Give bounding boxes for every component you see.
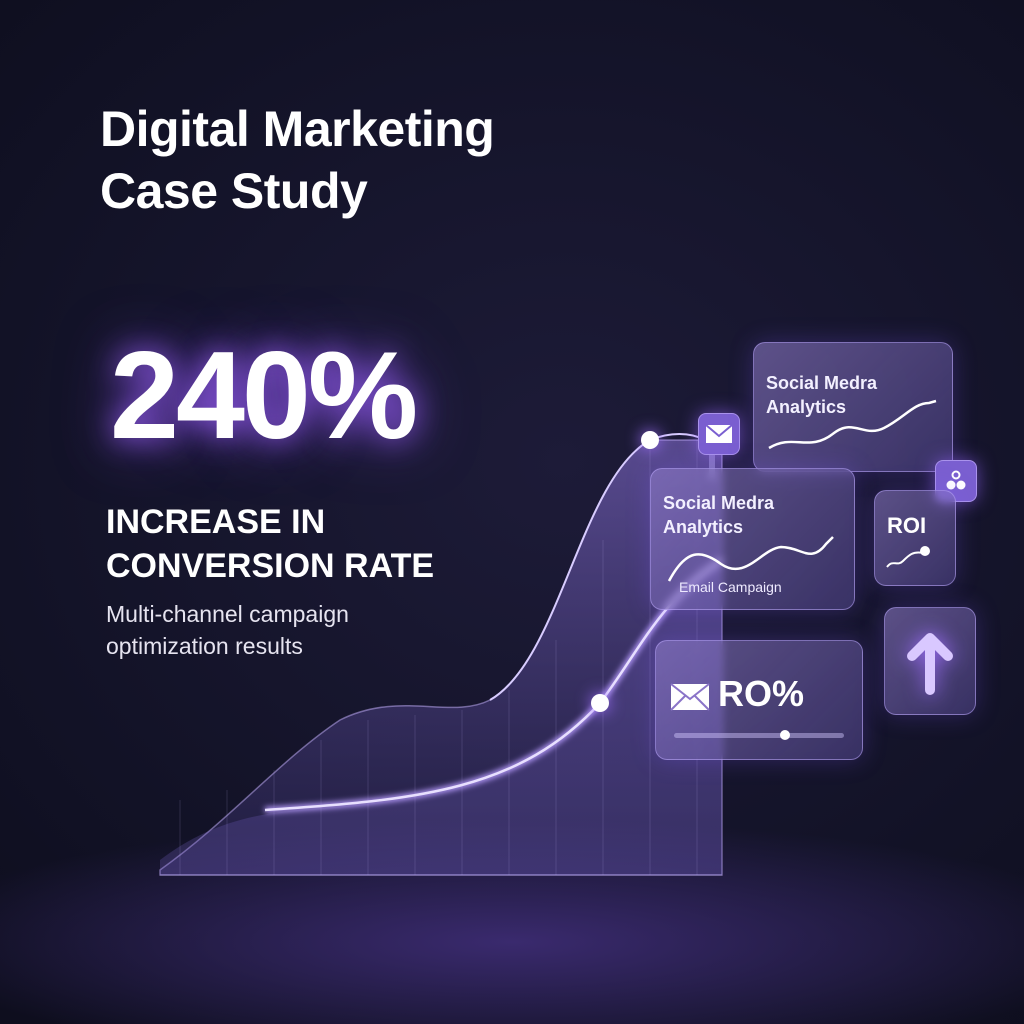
card-title-line-2: Analytics [766, 397, 847, 417]
card-title-line-1: Social Medra [663, 493, 775, 513]
envelope-icon [698, 413, 740, 455]
card-title-line-2: Analytics [663, 517, 744, 537]
front-area [160, 560, 722, 875]
arrow-up-icon [907, 633, 953, 695]
progress-slider[interactable] [674, 730, 844, 740]
sparkline [768, 399, 937, 450]
page-title: Digital Marketing Case Study [100, 98, 495, 222]
social-analytics-card-front: Social Medra Analytics Email Campaign [650, 468, 855, 610]
title-line-1: Digital Marketing [100, 101, 495, 157]
data-point [591, 694, 609, 712]
headline-stat: 240% [110, 327, 418, 465]
title-line-2: Case Study [100, 163, 368, 219]
back-line [489, 433, 706, 701]
sparkline [667, 536, 834, 582]
subtitle-line-2: CONVERSION RATE [106, 547, 435, 585]
people-icon [935, 460, 977, 502]
growth-arrow-tile [884, 607, 976, 715]
subtitle-line-1: INCREASE IN [106, 503, 326, 541]
slider-thumb[interactable] [779, 730, 790, 740]
description: Multi-channel campaign optimization resu… [106, 598, 349, 662]
roi-sparkline [886, 546, 930, 568]
roi-label: ROI [887, 513, 927, 538]
description-line-1: Multi-channel campaign [106, 601, 349, 627]
social-analytics-card-back: Social Medra Analytics [753, 342, 953, 472]
email-stat-card: RO% [655, 640, 863, 760]
card-caption: Email Campaign [679, 579, 782, 595]
roi-card: ROI [874, 490, 956, 586]
data-point [641, 431, 659, 449]
envelope-icon [670, 683, 710, 711]
subtitle: INCREASE IN CONVERSION RATE [106, 500, 434, 588]
description-line-2: optimization results [106, 633, 303, 659]
card-title-line-1: Social Medra [766, 373, 878, 393]
email-stat-value: RO% [718, 673, 805, 714]
